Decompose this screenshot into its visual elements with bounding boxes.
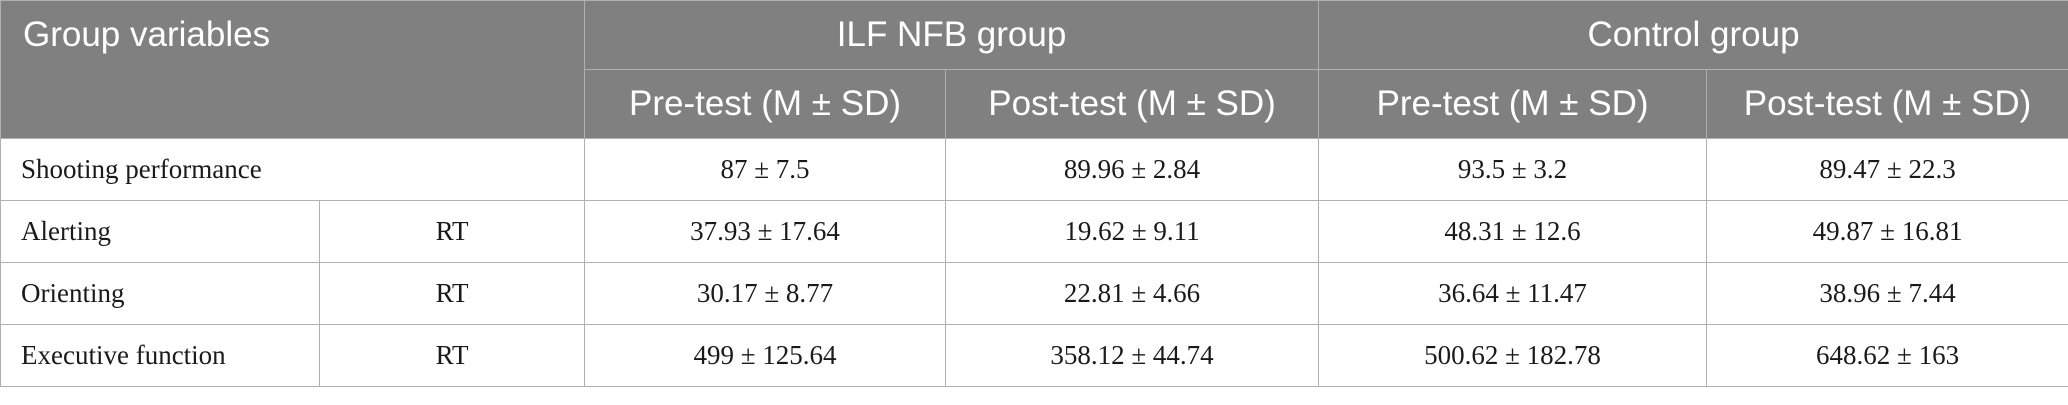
results-table: Group variables ILF NFB group Control gr… bbox=[0, 0, 2068, 387]
header-control-group: Control group bbox=[1318, 0, 2068, 70]
cell-ilf-post: 89.96 ± 2.84 bbox=[945, 138, 1320, 201]
header-row-2: Pre-test (M ± SD) Post-test (M ± SD) Pre… bbox=[1, 69, 2068, 139]
header-group-variables: Group variables bbox=[0, 0, 586, 139]
cell-control-pre: 36.64 ± 11.47 bbox=[1318, 262, 1708, 325]
cell-variable: Executive function bbox=[0, 324, 320, 387]
cell-control-pre: 93.5 ± 3.2 bbox=[1318, 138, 1708, 201]
cell-ilf-post: 22.81 ± 4.66 bbox=[945, 262, 1320, 325]
cell-ilf-pre: 499 ± 125.64 bbox=[584, 324, 947, 387]
header-ilf-nfb-group: ILF NFB group bbox=[584, 0, 1320, 70]
cell-measure: RT bbox=[318, 262, 586, 325]
header-row-1: Group variables ILF NFB group Control gr… bbox=[0, 0, 2068, 139]
cell-control-pre: 500.62 ± 182.78 bbox=[1318, 324, 1708, 387]
cell-control-post: 38.96 ± 7.44 bbox=[1706, 262, 2068, 325]
cell-control-pre: 48.31 ± 12.6 bbox=[1318, 200, 1708, 263]
cell-variable: Alerting bbox=[0, 200, 320, 263]
cell-variable: Orienting bbox=[0, 262, 320, 325]
table-row: Shooting performance 87 ± 7.5 89.96 ± 2.… bbox=[0, 138, 2068, 201]
header-ilf-post-test: Post-test (M ± SD) bbox=[945, 69, 1320, 139]
cell-control-post: 89.47 ± 22.3 bbox=[1706, 138, 2068, 201]
cell-variable: Shooting performance bbox=[0, 138, 586, 201]
cell-ilf-pre: 30.17 ± 8.77 bbox=[584, 262, 947, 325]
header-control-pre-test: Pre-test (M ± SD) bbox=[1318, 69, 1708, 139]
cell-ilf-post: 358.12 ± 44.74 bbox=[945, 324, 1320, 387]
header-control-post-test: Post-test (M ± SD) bbox=[1706, 69, 2068, 139]
cell-ilf-post: 19.62 ± 9.11 bbox=[945, 200, 1320, 263]
cell-measure: RT bbox=[318, 200, 586, 263]
table-row: Executive function RT 499 ± 125.64 358.1… bbox=[0, 324, 2068, 387]
header-ilf-pre-test: Pre-test (M ± SD) bbox=[584, 69, 947, 139]
table-row: Alerting RT 37.93 ± 17.64 19.62 ± 9.11 4… bbox=[0, 200, 2068, 263]
cell-control-post: 648.62 ± 163 bbox=[1706, 324, 2068, 387]
cell-control-post: 49.87 ± 16.81 bbox=[1706, 200, 2068, 263]
cell-ilf-pre: 87 ± 7.5 bbox=[584, 138, 947, 201]
cell-ilf-pre: 37.93 ± 17.64 bbox=[584, 200, 947, 263]
cell-measure: RT bbox=[318, 324, 586, 387]
table-row: Orienting RT 30.17 ± 8.77 22.81 ± 4.66 3… bbox=[0, 262, 2068, 325]
